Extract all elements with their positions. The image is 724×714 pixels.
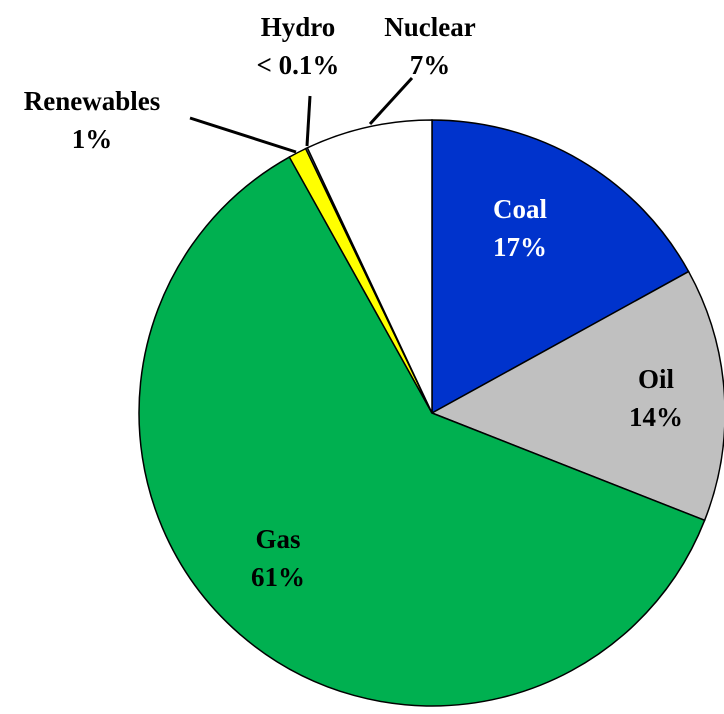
leader-line bbox=[305, 95, 312, 147]
value-label: 14% bbox=[629, 402, 683, 432]
pie-slice bbox=[431, 119, 690, 415]
slice-label: Oil bbox=[638, 364, 675, 394]
leader-line bbox=[189, 116, 297, 154]
value-label: < 0.1% bbox=[257, 50, 340, 80]
value-label: 1% bbox=[72, 124, 113, 154]
value-label: 61% bbox=[251, 562, 305, 592]
pie-slice bbox=[306, 119, 433, 414]
pie-slice bbox=[430, 270, 724, 522]
slice-label: Renewables bbox=[24, 86, 161, 116]
slice-label: Gas bbox=[255, 524, 300, 554]
value-label: 17% bbox=[493, 232, 547, 262]
slice-label: Hydro bbox=[261, 12, 336, 42]
pie-slice bbox=[138, 156, 706, 707]
slice-label: Coal bbox=[493, 194, 547, 224]
leader-line bbox=[368, 76, 414, 126]
value-label: 7% bbox=[410, 50, 451, 80]
slice-label: Nuclear bbox=[384, 12, 475, 42]
